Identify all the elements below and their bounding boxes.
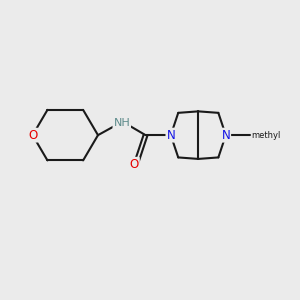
Text: O: O xyxy=(130,158,139,171)
Text: N: N xyxy=(221,129,230,142)
Text: NH: NH xyxy=(113,118,130,128)
Text: methyl: methyl xyxy=(252,130,281,140)
Text: O: O xyxy=(28,129,37,142)
Text: N: N xyxy=(167,129,175,142)
